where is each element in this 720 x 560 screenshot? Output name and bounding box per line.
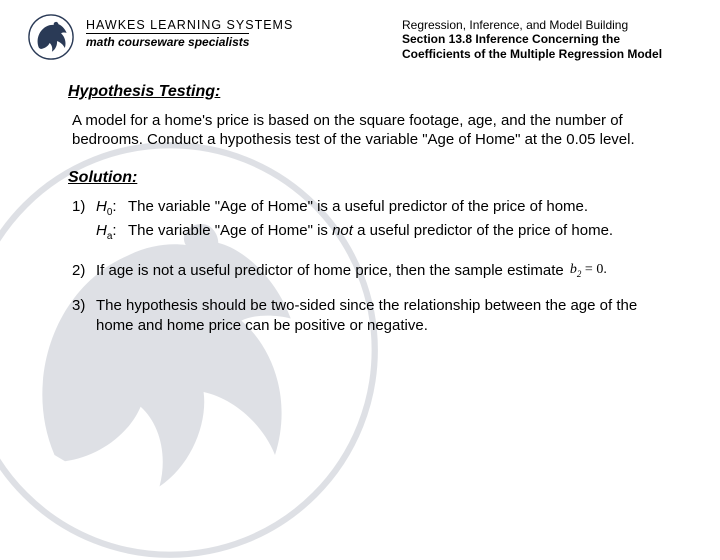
chapter-block: Regression, Inference, and Model Buildin… [402,14,692,62]
chapter-section: Section 13.8 Inference Concerning the Co… [402,32,692,62]
heading-hypothesis: Hypothesis Testing: [68,82,670,103]
content: Hypothesis Testing: A model for a home's… [0,68,720,335]
hawk-logo-icon [28,14,74,60]
problem-statement: A model for a home's price is based on t… [72,111,670,150]
brand-title: HAWKES LEARNING SYSTEMS [86,18,293,32]
heading-solution: Solution: [68,168,670,189]
item-number: 3) [72,296,96,335]
item-3-body: The hypothesis should be two-sided since… [96,296,670,335]
item-number: 2) [72,261,96,281]
header: HAWKES LEARNING SYSTEMS math courseware … [0,0,720,68]
math-b2-equals-0: b2 = 0. [570,261,607,280]
ha-symbol: Ha: [96,221,128,243]
brand-block: HAWKES LEARNING SYSTEMS math courseware … [86,14,293,51]
item-2-body: If age is not a useful predictor of home… [96,261,670,281]
ha-text: The variable "Age of Home" is not a usef… [128,221,670,243]
chapter-title: Regression, Inference, and Model Buildin… [402,18,692,32]
brand-subtitle: math courseware specialists [86,33,249,49]
solution-item-2: 2) If age is not a useful predictor of h… [72,261,670,281]
solution-item-3: 3) The hypothesis should be two-sided si… [72,296,670,335]
item-number: 1) [72,197,96,245]
h0-text: The variable "Age of Home" is a useful p… [128,197,670,219]
h0-symbol: H0: [96,197,128,219]
solution-item-1: 1) H0: The variable "Age of Home" is a u… [72,197,670,245]
